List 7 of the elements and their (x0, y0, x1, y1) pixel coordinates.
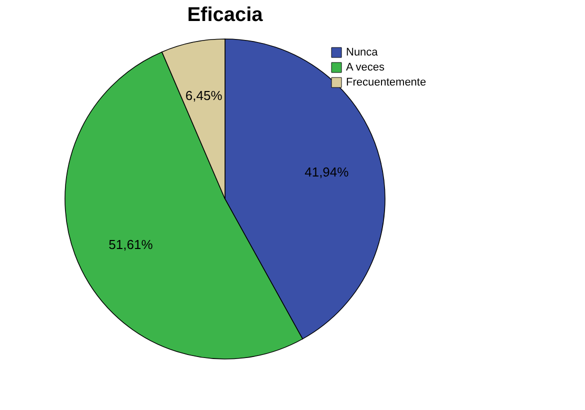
legend-label: Nunca (346, 46, 379, 58)
legend-label: Frecuentemente (346, 76, 426, 88)
data-label: 51,61% (108, 237, 154, 252)
chart-title: Eficacia (187, 4, 264, 26)
data-label: 41,94% (304, 164, 350, 180)
data-label: 6,45% (185, 88, 223, 104)
legend-label: A veces (346, 62, 386, 74)
